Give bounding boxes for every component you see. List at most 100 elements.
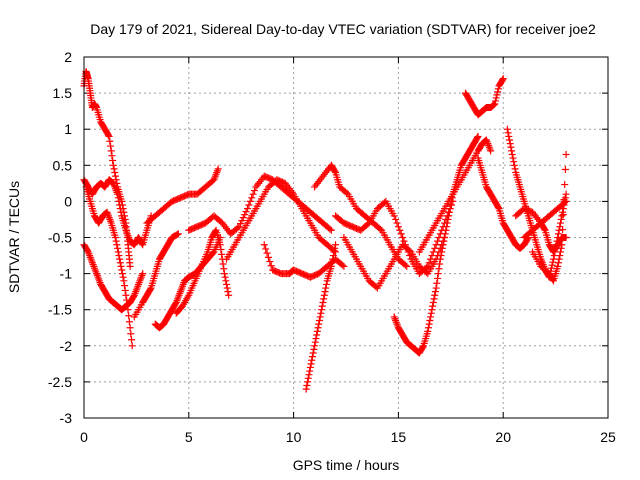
data-point [126,262,134,270]
data-points [80,67,570,393]
data-point [128,342,136,350]
data-point [225,291,233,299]
series-track-18 [461,75,507,119]
data-point [319,298,327,306]
series-track-3 [80,241,147,314]
data-point [424,327,432,335]
data-point [561,194,569,202]
data-point [114,244,122,252]
data-point [443,223,451,231]
series-track-10 [223,176,340,263]
data-point [376,225,384,233]
data-point [220,265,228,273]
data-point [397,230,405,238]
data-point [444,215,452,223]
data-point [318,306,326,314]
data-point [116,201,124,209]
data-point [427,309,435,317]
data-point [510,161,518,169]
data-point [438,244,446,252]
data-point [419,343,427,351]
data-point [241,211,249,219]
data-point [434,270,442,278]
data-point [432,284,440,292]
data-point [318,302,326,310]
data-point [310,345,318,353]
data-point [260,241,268,249]
data-point [327,262,335,270]
data-point [218,250,226,258]
data-point [494,203,502,211]
data-point [442,226,450,234]
data-point [221,273,229,281]
data-point [492,97,500,105]
data-point [562,190,570,198]
data-point [435,265,443,273]
series-track-12 [302,241,340,393]
data-point [110,165,118,173]
y-tick-label: -1 [60,266,73,282]
data-point [394,223,402,231]
series-track-5 [130,230,182,321]
data-point [242,208,250,216]
data-point [329,252,337,260]
data-point [222,277,230,285]
data-point [173,230,181,238]
data-point [508,147,516,155]
data-point [406,247,414,255]
data-point [121,286,129,294]
data-point [445,212,453,220]
data-point [302,385,310,393]
series-track-11 [260,241,348,281]
data-point [431,288,439,296]
data-point [315,320,323,328]
x-tick-label: 25 [600,429,616,445]
data-point [249,190,257,198]
data-point [554,259,562,267]
data-point [216,241,224,249]
data-point [562,150,570,158]
data-point [211,227,219,235]
series-track-23 [529,150,570,285]
data-point [122,291,130,299]
data-point [511,165,519,173]
data-point [438,248,446,256]
data-point [107,147,115,155]
data-point [332,241,340,249]
data-point [425,320,433,328]
series-track-8 [143,165,222,227]
data-point [437,252,445,260]
data-point [108,152,116,160]
data-point [217,246,225,254]
data-point [311,338,319,346]
data-point [246,197,254,205]
data-point [124,306,132,314]
data-point [235,223,243,231]
y-tick-label: -1.5 [48,302,72,318]
data-point [116,255,124,263]
data-point [237,220,245,228]
data-point [499,76,507,84]
data-point [117,208,125,216]
series-track-22 [520,219,570,256]
data-point [561,181,569,189]
series-track-7 [172,226,233,317]
data-point [330,248,338,256]
data-point [262,245,270,253]
data-point [441,230,449,238]
data-point [125,312,133,320]
data-point [126,324,134,332]
y-tick-label: 0.5 [53,157,73,173]
data-point [509,154,517,162]
y-tick-label: 1.5 [53,85,73,101]
data-point [238,217,246,225]
data-point [214,165,222,173]
data-point [434,274,442,282]
data-point [554,230,562,238]
data-point [315,317,323,325]
y-axis-label: SDTVAR / TECUs [6,181,22,293]
data-point [264,253,272,261]
data-point [118,270,126,278]
data-point [223,280,231,288]
data-point [219,260,227,268]
